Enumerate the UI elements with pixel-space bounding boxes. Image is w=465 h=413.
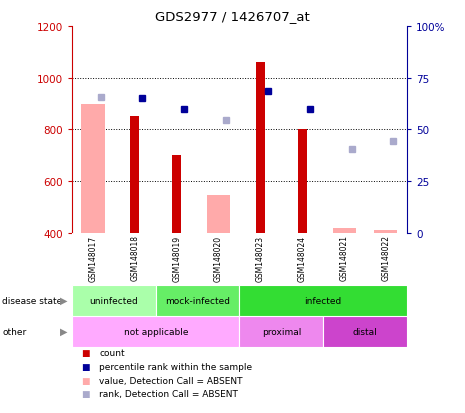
Text: proximal: proximal — [262, 327, 301, 336]
Bar — [207, 196, 230, 233]
Text: ■: ■ — [81, 376, 90, 385]
Bar — [332, 228, 356, 233]
Text: infected: infected — [305, 296, 342, 305]
Bar — [172, 156, 181, 233]
Text: GSM148021: GSM148021 — [339, 235, 349, 281]
Text: disease state: disease state — [2, 296, 63, 305]
Text: GSM148020: GSM148020 — [214, 235, 223, 281]
Text: other: other — [2, 327, 27, 336]
Text: GSM148017: GSM148017 — [88, 235, 98, 281]
Bar — [156, 285, 239, 316]
Bar — [81, 104, 105, 233]
Bar — [239, 316, 323, 347]
Bar — [323, 316, 407, 347]
Text: GSM148018: GSM148018 — [130, 235, 140, 281]
Bar — [256, 63, 265, 233]
Bar — [298, 130, 307, 233]
Bar — [239, 285, 407, 316]
Text: GDS2977 / 1426707_at: GDS2977 / 1426707_at — [155, 10, 310, 23]
Bar — [72, 316, 239, 347]
Text: GSM148019: GSM148019 — [172, 235, 181, 281]
Text: ▶: ▶ — [60, 326, 67, 337]
Text: uninfected: uninfected — [90, 296, 138, 305]
Bar — [72, 285, 156, 316]
Text: ■: ■ — [81, 349, 90, 358]
Bar — [374, 231, 398, 233]
Text: GSM148023: GSM148023 — [256, 235, 265, 281]
Text: mock-infected: mock-infected — [165, 296, 230, 305]
Text: distal: distal — [352, 327, 378, 336]
Text: GSM148024: GSM148024 — [298, 235, 307, 281]
Text: rank, Detection Call = ABSENT: rank, Detection Call = ABSENT — [99, 389, 238, 399]
Text: percentile rank within the sample: percentile rank within the sample — [99, 362, 252, 371]
Text: not applicable: not applicable — [124, 327, 188, 336]
Text: ■: ■ — [81, 362, 90, 371]
Text: count: count — [99, 349, 125, 358]
Text: ▶: ▶ — [60, 295, 67, 306]
Text: GSM148022: GSM148022 — [381, 235, 391, 281]
Text: ■: ■ — [81, 389, 90, 399]
Bar — [130, 117, 140, 233]
Text: value, Detection Call = ABSENT: value, Detection Call = ABSENT — [99, 376, 243, 385]
